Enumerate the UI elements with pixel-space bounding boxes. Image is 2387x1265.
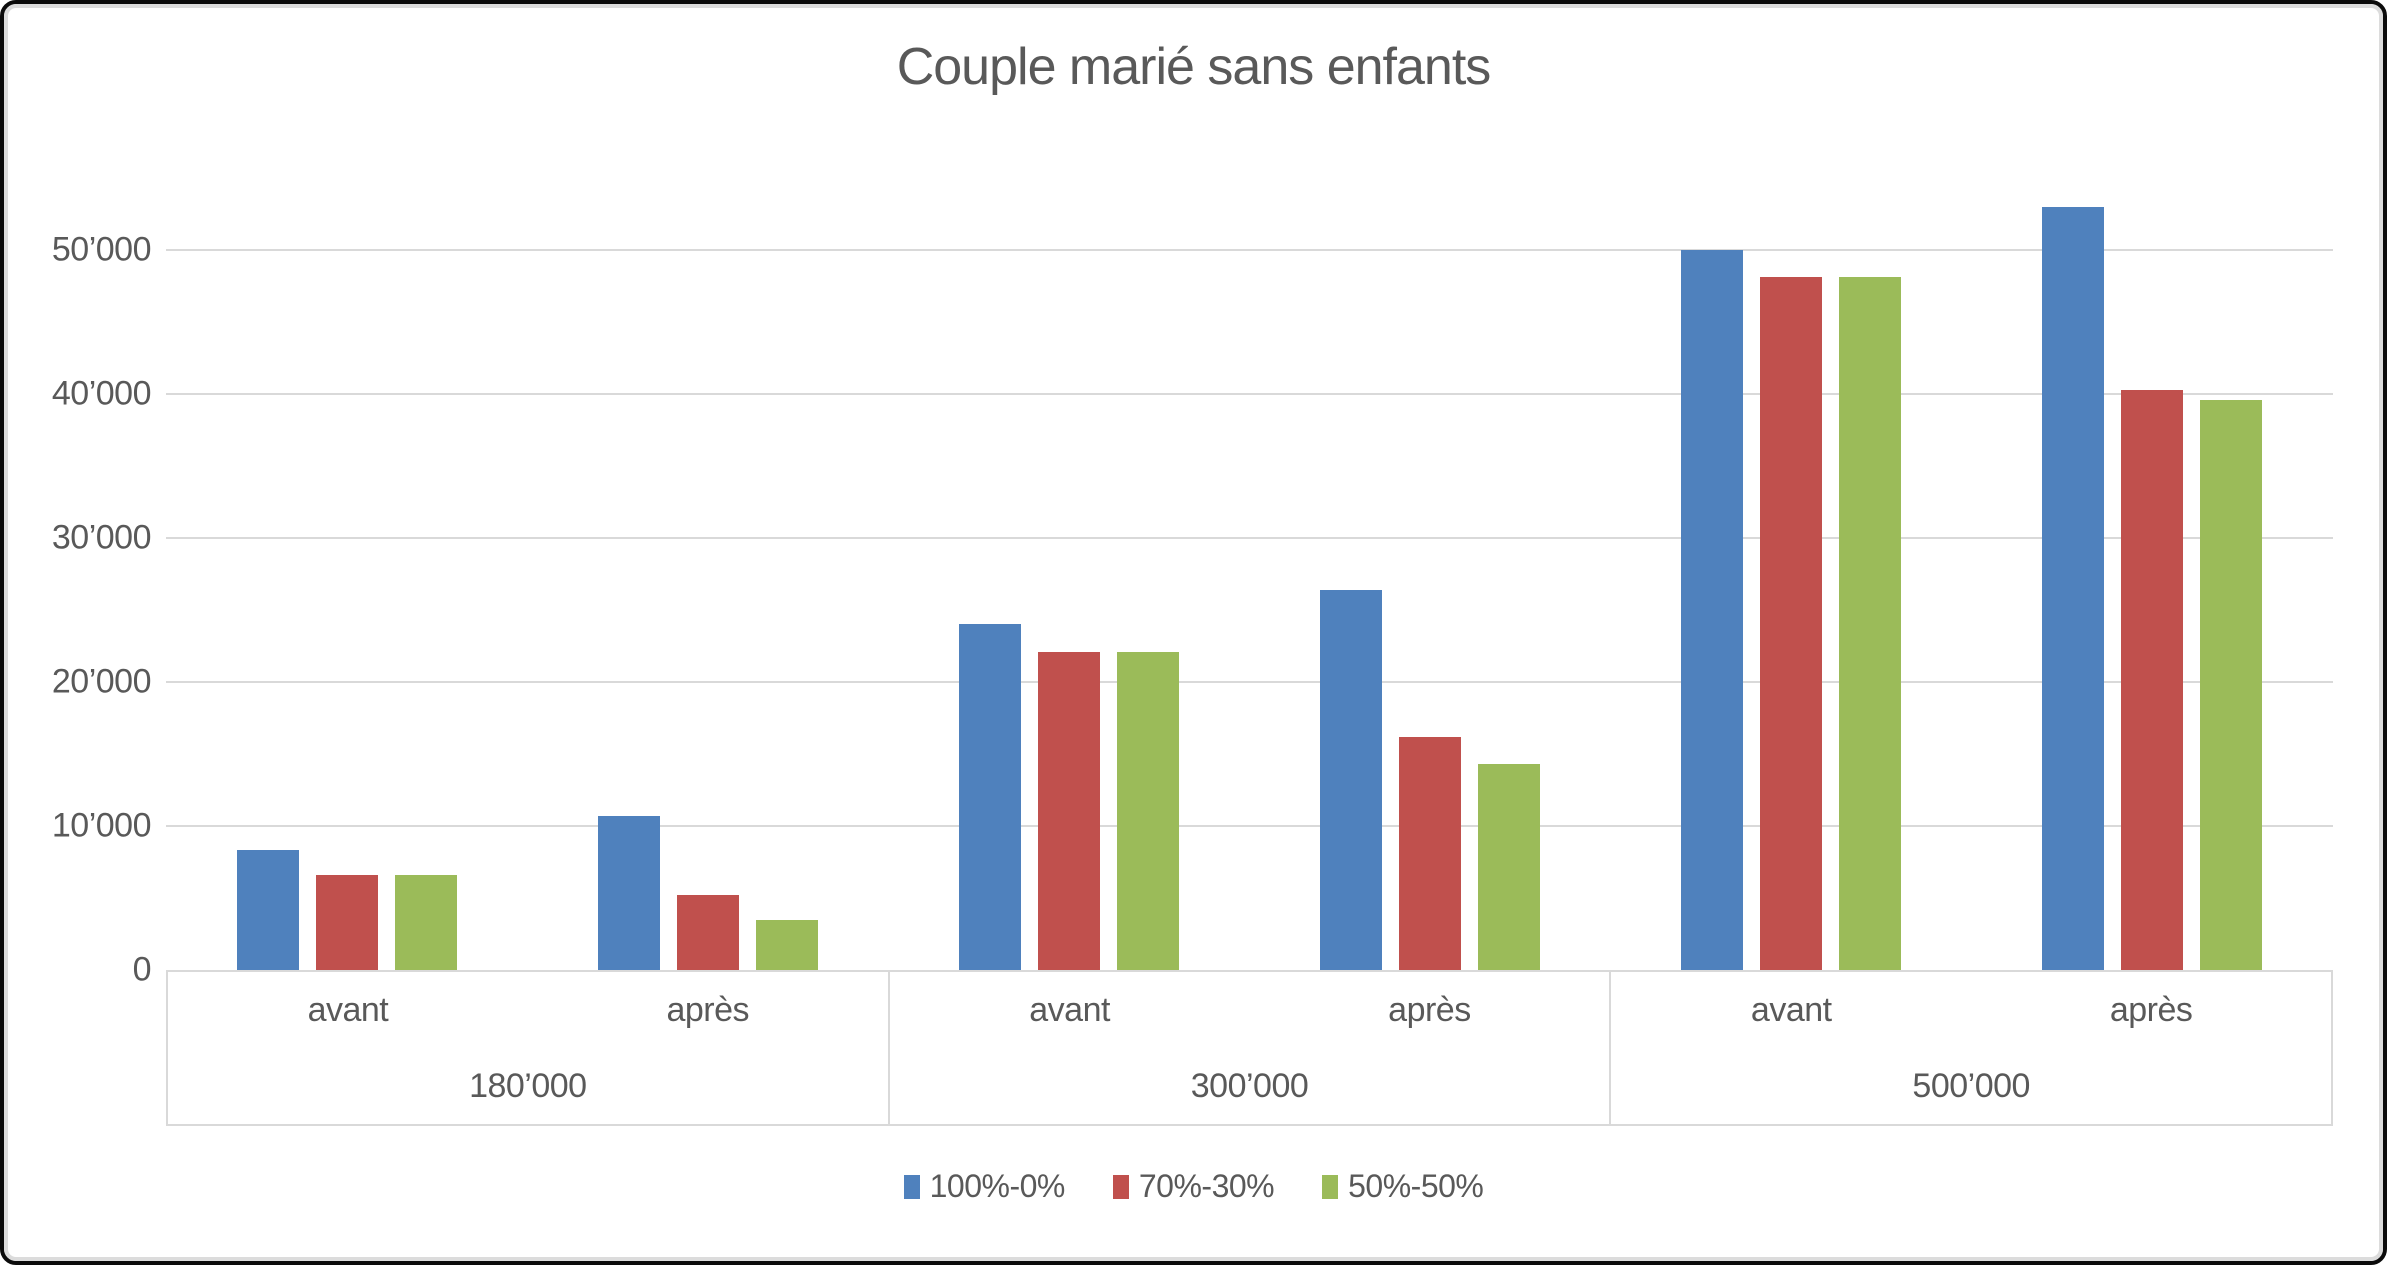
legend: 100%-0% 70%-30% 50%-50% [4,1168,2383,1205]
gridline-40000 [166,392,2333,395]
bar-70%-30%-500’000-après [2121,389,2184,970]
bar-100%-0%-500’000-avant [1681,249,1744,970]
plot-area [166,149,2333,970]
category-slot-row: avant après [1611,972,2331,1049]
category-axis: avant après 180’000 avant après 300’000 avant a… [166,970,2334,1126]
category-slot-180’000-avant [166,149,527,970]
bar-70%-30%-180’000-avant [315,874,378,970]
bar-slots [166,149,2333,970]
category-slot-180’000-après [527,149,888,970]
y-axis: 0 10’000 20’000 30’000 40’000 50’000 [4,149,152,988]
bar-70%-30%-300’000-avant [1037,651,1100,970]
category-label-avant: avant [1029,990,1110,1029]
legend-label: 50%-50% [1348,1168,1484,1204]
bar-50%-50%-500’000-avant [1839,277,1902,970]
legend-swatch-icon [1112,1174,1129,1199]
chart-title: Couple marié sans enfants [896,38,1492,96]
legend-item-50%-50%: 50%-50% [1322,1168,1484,1205]
category-group-label-500’000: 500’000 [1912,1066,2030,1105]
y-tick-label: 20’000 [51,662,152,701]
legend-label: 70%-30% [1138,1168,1275,1204]
category-group-label-180’000: 180’000 [469,1066,587,1105]
bar-50%-50%-180’000-après [755,919,818,970]
y-tick-label: 50’000 [51,230,152,269]
category-label-avant: avant [307,990,389,1029]
category-slot-500’000-après [1972,149,2333,970]
bar-50%-50%-180’000-avant [394,874,457,970]
category-slot-300’000-avant [888,149,1249,970]
category-slot-500’000-avant [1611,149,1972,970]
bar-70%-30%-180’000-après [676,895,739,970]
legend-item-70%-30%: 70%-30% [1112,1168,1275,1205]
category-slot-row: avant après [890,972,1610,1049]
y-tick-label: 0 [132,950,152,989]
category-slot-300’000-après [1250,149,1611,970]
y-tick-label: 10’000 [51,806,152,845]
bar-70%-30%-500’000-avant [1760,277,1823,970]
gridline-30000 [166,536,2333,539]
legend-swatch-icon [1322,1174,1339,1199]
category-group-500’000: avant après 500’000 [1609,972,2334,1124]
bar-50%-50%-300’000-avant [1116,651,1179,970]
bar-100%-0%-180’000-avant [236,850,299,970]
bar-100%-0%-500’000-après [2042,206,2105,970]
category-group-label-300’000: 300’000 [1190,1066,1309,1105]
bar-70%-30%-300’000-après [1399,736,1462,970]
category-group-180’000: avant après 180’000 [166,972,888,1124]
y-tick-label: 40’000 [51,374,152,413]
legend-swatch-icon [903,1174,920,1199]
gridline-20000 [166,680,2333,683]
bar-100%-0%-300’000-après [1320,589,1383,970]
category-group-300’000: avant après 300’000 [887,972,1610,1124]
category-slot-row: avant après [168,972,888,1049]
category-label-avant: avant [1750,990,1832,1029]
y-tick-label: 30’000 [51,518,152,557]
bar-50%-50%-500’000-après [2200,399,2263,970]
category-label-après: après [1388,990,1471,1029]
category-label-après: après [2109,990,2193,1029]
legend-item-100%-0%: 100%-0% [903,1168,1066,1205]
legend-label: 100%-0% [929,1168,1066,1204]
gridline-10000 [166,824,2333,827]
bar-50%-50%-300’000-après [1478,764,1541,970]
category-label-après: après [666,990,750,1029]
gridline-50000 [166,248,2333,251]
bar-100%-0%-300’000-avant [958,624,1021,970]
bar-100%-0%-180’000-après [597,815,660,970]
